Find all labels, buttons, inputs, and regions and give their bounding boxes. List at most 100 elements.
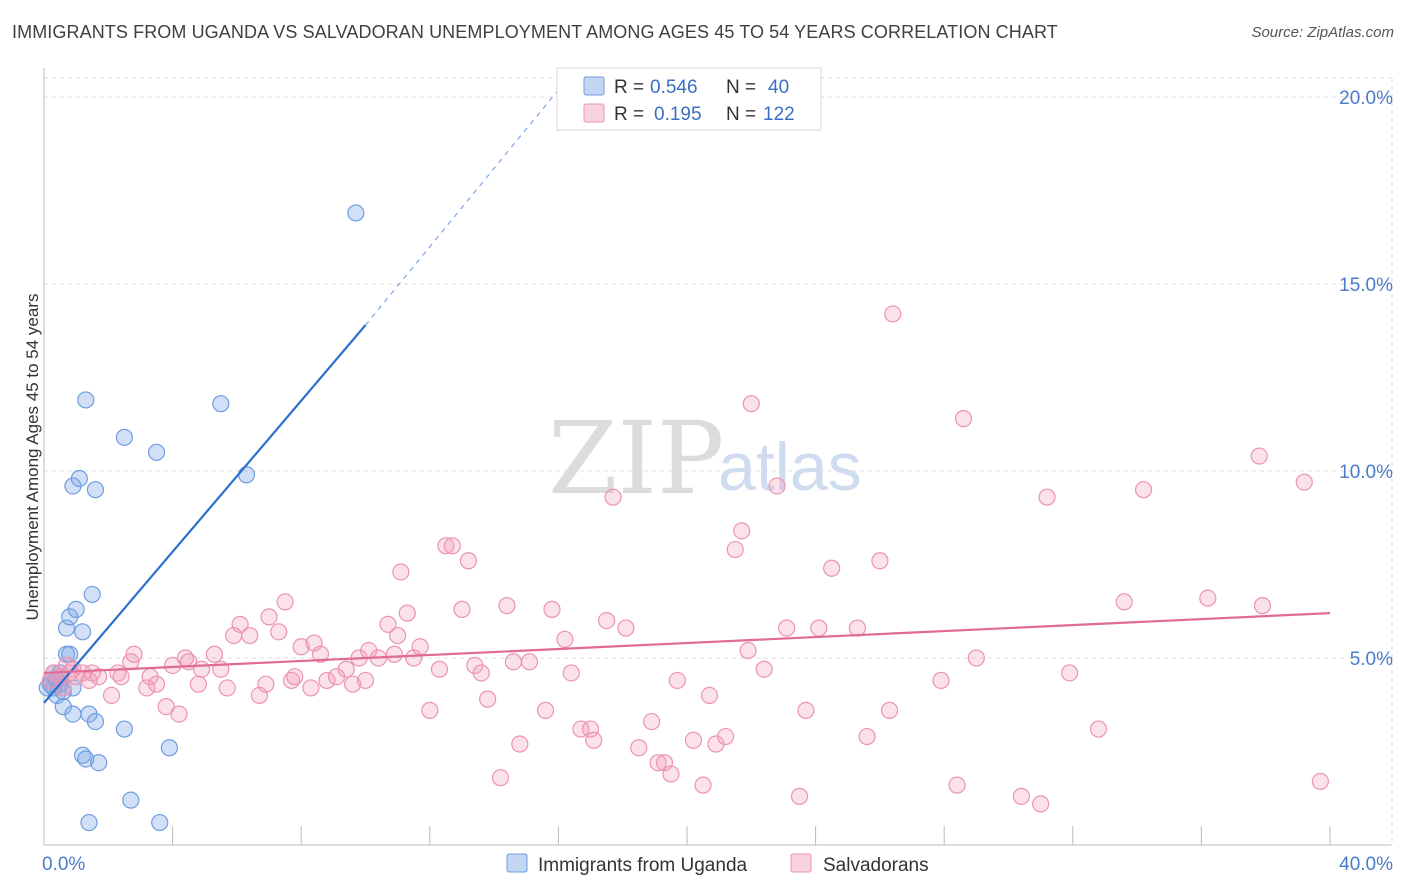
uganda-point xyxy=(115,720,133,738)
salvadoran-point xyxy=(1038,488,1056,506)
legend-n-label-uganda: N = xyxy=(726,77,756,98)
x-tick-label: 40.0% xyxy=(1339,854,1393,875)
uganda-point xyxy=(67,600,85,618)
salvadoran-point xyxy=(385,645,404,663)
salvadoran-point xyxy=(520,653,539,671)
salvadoran-point xyxy=(643,712,661,731)
salvadoran-point xyxy=(511,735,529,753)
salvadoran-point xyxy=(662,765,680,783)
salvadoran-point xyxy=(344,675,362,693)
x-tick-labels: 0.0% 40.0% xyxy=(42,854,1393,875)
salvadoran-point xyxy=(572,720,590,738)
salvadoran-point xyxy=(389,626,407,645)
salvadoran-point xyxy=(1250,447,1268,465)
salvadoran-point xyxy=(742,395,760,413)
salvadoran-point xyxy=(585,731,603,749)
uganda-point xyxy=(80,813,98,832)
legend-r-label-salvadoran: R = xyxy=(614,104,644,125)
bottom-legend-swatch-salvadoran xyxy=(790,853,812,873)
salvadoran-point xyxy=(479,690,497,708)
salvadoran-point xyxy=(700,686,719,705)
salvadoran-point xyxy=(205,645,223,663)
salvadoran-point xyxy=(112,668,130,686)
salvadoran-point xyxy=(356,671,375,690)
uganda-point xyxy=(64,705,82,723)
x-tick-label: 0.0% xyxy=(42,854,85,875)
salvadoran-point xyxy=(276,593,294,611)
uganda-point xyxy=(86,481,105,499)
trend-lines xyxy=(43,81,1331,704)
salvadoran-point xyxy=(292,638,310,656)
series-salvadoran-points xyxy=(41,305,1329,813)
salvadoran-point xyxy=(810,619,828,637)
uganda-point xyxy=(347,204,365,222)
salvadoran-point xyxy=(649,754,667,772)
salvadoran-point xyxy=(270,623,288,641)
salvadoran-point xyxy=(848,619,866,637)
uganda-point xyxy=(122,791,140,809)
uganda-point xyxy=(160,739,178,757)
y-tick-label: 15.0% xyxy=(1339,275,1393,296)
salvadoran-point xyxy=(630,739,648,757)
salvadoran-point xyxy=(189,675,207,693)
salvadoran-point xyxy=(604,488,622,506)
salvadoran-point xyxy=(823,559,841,577)
uganda-point xyxy=(115,428,133,446)
uganda-point xyxy=(73,623,92,641)
uganda-point xyxy=(77,750,95,768)
salvadoran-point xyxy=(311,645,330,663)
legend-frame xyxy=(556,67,822,131)
salvadoran-point xyxy=(125,645,143,663)
salvadoran-point xyxy=(504,653,522,671)
salvadoran-point xyxy=(102,686,121,705)
salvadoran-point xyxy=(257,675,275,693)
salvadoran-point xyxy=(491,769,510,787)
salvadoran-point xyxy=(884,305,902,323)
salvadoran-point xyxy=(684,731,703,749)
uganda-point xyxy=(237,466,256,484)
salvadoran-point xyxy=(231,615,249,633)
legend-n-value-uganda: 40 xyxy=(768,77,789,98)
chart-title: IMMIGRANTS FROM UGANDA VS SALVADORAN UNE… xyxy=(12,22,1058,42)
legend-swatch-uganda xyxy=(583,76,605,96)
salvadoran-point xyxy=(218,679,236,697)
y-tick-label: 20.0% xyxy=(1339,88,1393,109)
salvadoran-point xyxy=(1134,481,1153,499)
source-credit: Source: ZipAtlas.com xyxy=(1251,24,1394,41)
salvadoran-point xyxy=(543,600,561,618)
salvadoran-point xyxy=(1295,473,1313,491)
salvadoran-point xyxy=(1311,772,1329,791)
salvadoran-point xyxy=(954,410,973,428)
watermark-zip: ZIP xyxy=(548,400,724,517)
y-tick-label: 5.0% xyxy=(1350,649,1393,670)
salvadoran-point xyxy=(739,641,757,660)
salvadoran-point xyxy=(286,668,304,686)
salvadoran-point xyxy=(716,727,735,746)
salvadoran-point xyxy=(459,552,477,570)
salvadoran-point xyxy=(164,656,182,675)
salvadoran-point xyxy=(797,701,815,719)
salvadoran-point xyxy=(337,660,355,678)
salvadoran-point xyxy=(948,776,966,794)
uganda-point xyxy=(57,619,76,637)
uganda-point xyxy=(151,813,169,832)
bottom-legend-label-uganda: Immigrants from Uganda xyxy=(538,855,748,876)
salvadoran-point xyxy=(1032,795,1050,813)
legend-swatch-salvadoran xyxy=(583,103,605,123)
uganda-point xyxy=(86,712,105,731)
legend-r-value-salvadoran: 0.195 xyxy=(654,104,702,125)
uganda-point xyxy=(90,754,108,772)
salvadoran-point xyxy=(157,698,175,716)
salvadoran-point xyxy=(536,701,555,719)
salvadoran-point xyxy=(967,649,985,667)
salvadoran-point xyxy=(398,604,416,622)
salvadoran-point xyxy=(302,679,320,697)
salvadoran-point xyxy=(617,619,635,637)
uganda-point xyxy=(212,395,230,413)
salvadoran-point xyxy=(778,619,796,637)
salvadoran-point xyxy=(880,701,899,719)
salvadoran-point xyxy=(411,638,429,656)
bottom-legend-label-salvadoran: Salvadorans xyxy=(823,855,929,876)
salvadoran-point xyxy=(581,720,600,738)
bottom-legend-swatch-uganda xyxy=(506,853,528,873)
